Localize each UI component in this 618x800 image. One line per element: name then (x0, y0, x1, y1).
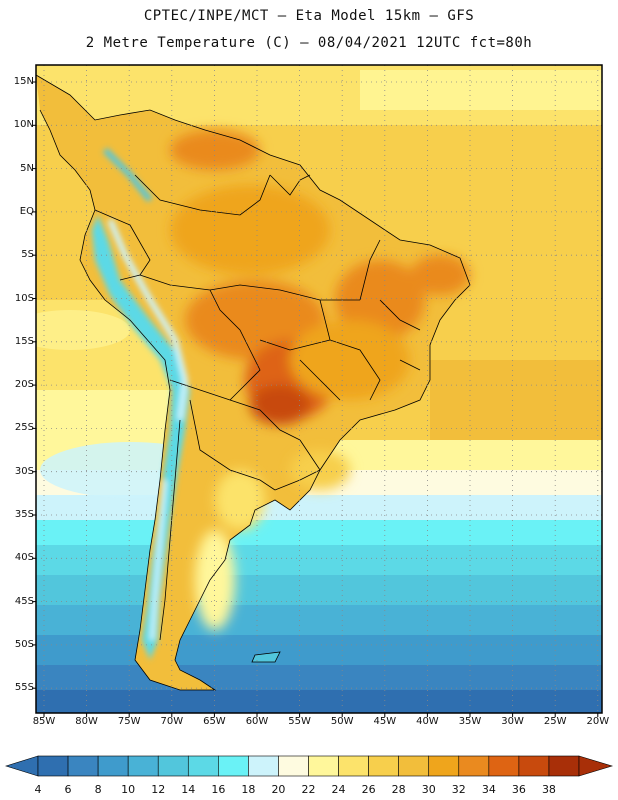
colorbar-swatch (428, 755, 460, 777)
lat-label: EQ (19, 205, 34, 217)
colorbar-swatch (488, 755, 520, 777)
colorbar-label: 22 (301, 783, 316, 796)
lat-label: 5S (21, 249, 34, 261)
lat-label: 50S (14, 638, 34, 650)
lon-label: 45W (373, 716, 397, 727)
lon-label: 85W (32, 716, 56, 727)
country-borders (36, 74, 471, 691)
lat-label: 20S (14, 379, 34, 391)
lon-label: 40W (416, 716, 439, 727)
lat-label: 15N (13, 76, 34, 87)
graticule (36, 65, 602, 713)
lon-label: 75W (117, 716, 141, 727)
lat-label: 40S (14, 552, 34, 564)
lon-label: 20W (586, 716, 610, 727)
colorbar-swatch (127, 755, 159, 777)
lon-label: 30W (501, 716, 524, 727)
colorbar-swatch (458, 755, 490, 777)
colorbar-swatch (187, 755, 219, 777)
map-field (36, 65, 602, 713)
colorbar-label: 20 (271, 783, 286, 796)
colorbar-swatch (368, 755, 399, 777)
colorbar-swatch (248, 755, 279, 777)
lat-label: 35S (14, 509, 34, 520)
colorbar-label: 16 (211, 783, 226, 796)
colorbar-label: 12 (151, 783, 166, 796)
map-frame (35, 64, 603, 714)
lon-label: 25W (543, 716, 567, 727)
colorbar-swatch (518, 755, 550, 777)
colorbar-label: 4 (34, 783, 42, 796)
colorbar-swatch (338, 755, 369, 777)
lat-label: 5N (20, 162, 34, 174)
lat-label: 10S (14, 292, 34, 304)
colorbar-arrow-left (4, 755, 39, 777)
colorbar-label: 24 (331, 783, 346, 796)
colorbar-label: 34 (481, 783, 496, 796)
lat-label: 30S (14, 465, 34, 477)
colorbar-swatch (218, 755, 249, 777)
lat-label: 25S (14, 422, 34, 434)
colorbar-swatch (157, 755, 189, 777)
colorbar-label: 14 (181, 783, 196, 796)
lon-label: 50W (330, 716, 354, 727)
colorbar-swatch (278, 755, 309, 777)
lon-label: 35W (458, 716, 482, 727)
colorbar-swatch (97, 755, 129, 777)
colorbar-swatch (548, 755, 580, 777)
lat-label: 15S (14, 335, 34, 347)
colorbar-label: 36 (511, 783, 526, 796)
colorbar-label: 18 (241, 783, 256, 796)
colorbar-label: 28 (391, 783, 406, 796)
colorbar-swatch (37, 755, 69, 777)
lon-label: 70W (160, 716, 184, 727)
lon-label: 55W (288, 716, 311, 727)
chart-title-line2: 2 Metre Temperature (C) – 08/04/2021 12U… (85, 35, 533, 51)
chart-title-line1: CPTEC/INPE/MCT – Eta Model 15km – GFS (143, 8, 475, 24)
colorbar-label: 38 (541, 783, 556, 796)
lon-label: 80W (75, 716, 98, 727)
colorbar-label: 32 (451, 783, 466, 796)
colorbar-swatch (308, 755, 339, 777)
lat-label: 10N (13, 119, 34, 131)
colorbar-swatch (67, 755, 99, 777)
colorbar-label: 30 (421, 783, 436, 796)
colorbar-arrow-right (578, 755, 614, 777)
colorbar-label: 8 (94, 783, 102, 796)
lon-label: 65W (203, 716, 226, 727)
colorbar (4, 755, 614, 777)
temperature-map (32, 64, 603, 717)
lon-label: 60W (245, 716, 269, 727)
lat-label: 55S (14, 682, 34, 694)
colorbar-label: 26 (361, 783, 376, 796)
lat-label: 45S (14, 595, 34, 607)
colorbar-swatch (398, 755, 430, 777)
colorbar-label: 6 (64, 783, 72, 796)
colorbar-label: 10 (121, 783, 136, 796)
